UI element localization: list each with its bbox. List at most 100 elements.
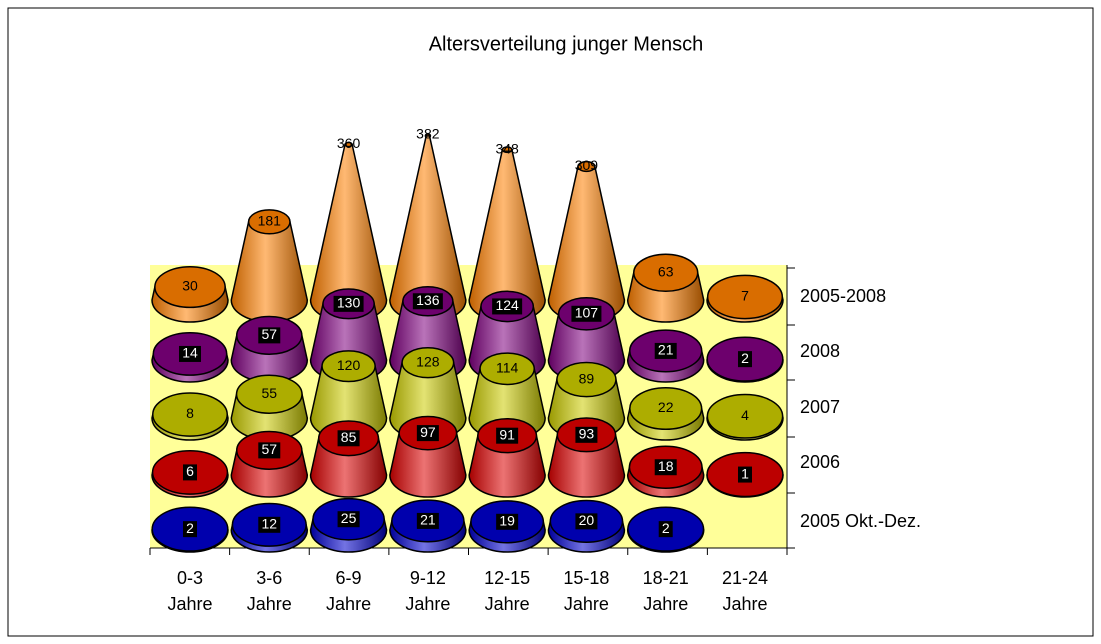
data-label-box xyxy=(412,293,443,310)
data-label: 360 xyxy=(337,135,361,151)
x-tick-label: 18-21 Jahre xyxy=(642,568,689,614)
data-label: 93 xyxy=(579,426,595,442)
data-label-box xyxy=(258,442,281,459)
cone-top xyxy=(501,146,513,154)
cone xyxy=(706,393,784,441)
data-label: 55 xyxy=(261,385,277,401)
data-label: 2 xyxy=(662,520,670,536)
data-label: 130 xyxy=(337,295,361,311)
data-label-box xyxy=(575,513,598,530)
data-label: 348 xyxy=(495,140,519,156)
cone-side xyxy=(309,437,388,498)
data-label: 6 xyxy=(186,463,194,479)
cone-top xyxy=(344,141,353,148)
data-label: 20 xyxy=(579,512,595,528)
data-label: 91 xyxy=(499,426,515,442)
data-label-box xyxy=(258,327,281,344)
cone xyxy=(151,392,229,441)
data-label: 14 xyxy=(182,345,198,361)
data-label-box xyxy=(738,351,752,368)
data-label: 2 xyxy=(741,350,749,366)
data-label-box xyxy=(183,464,197,481)
cone-top xyxy=(247,209,291,235)
legend-label: 2005 Okt.-Dez. xyxy=(800,511,921,531)
cone xyxy=(151,449,229,498)
data-label-box xyxy=(179,345,201,362)
data-label: 89 xyxy=(579,370,595,386)
cone-top xyxy=(401,347,455,379)
cone xyxy=(230,209,309,323)
data-label: 136 xyxy=(416,292,440,308)
data-label: 4 xyxy=(741,407,749,423)
cone xyxy=(626,445,705,498)
x-tick-label: 3-6 Jahre xyxy=(246,568,292,614)
cone xyxy=(389,415,467,498)
data-label: 114 xyxy=(496,359,519,375)
cone-side xyxy=(468,434,546,498)
x-tick-label: 21-24 Jahre xyxy=(721,568,769,614)
data-label: 25 xyxy=(341,510,357,526)
data-label: 120 xyxy=(337,357,361,373)
legend-label: 2006 xyxy=(800,452,840,472)
cone xyxy=(626,506,705,553)
data-label-box xyxy=(738,466,752,483)
data-label-box xyxy=(654,342,677,359)
data-label: 124 xyxy=(495,297,519,313)
x-tick-label: 9-12 Jahre xyxy=(405,568,451,614)
cone xyxy=(151,265,229,323)
x-tick-label: 12-15 Jahre xyxy=(484,568,531,614)
data-label: 128 xyxy=(416,353,440,369)
cone-side xyxy=(547,434,626,498)
data-label: 57 xyxy=(261,326,277,342)
data-label-box xyxy=(333,295,364,312)
cone xyxy=(626,253,705,323)
legend-label: 2005-2008 xyxy=(800,286,886,306)
data-label: 8 xyxy=(186,405,194,421)
cone-top xyxy=(321,350,376,383)
data-label-box xyxy=(571,305,602,322)
data-label: 21 xyxy=(420,512,436,528)
cone xyxy=(626,386,705,441)
data-label-box xyxy=(337,430,360,447)
data-label: 2 xyxy=(186,520,194,536)
data-label-box xyxy=(416,512,439,529)
cone-top xyxy=(577,160,596,173)
cone-side xyxy=(389,432,467,498)
data-label: 63 xyxy=(658,263,674,279)
data-label: 181 xyxy=(258,213,282,229)
data-label: 18 xyxy=(658,458,674,474)
cone xyxy=(230,374,309,441)
cone-top xyxy=(479,352,535,386)
cone-top xyxy=(556,361,617,398)
data-label-box xyxy=(492,298,523,315)
data-label-box xyxy=(496,427,519,444)
data-label: 57 xyxy=(261,441,277,457)
data-label-box xyxy=(337,511,360,528)
data-label: 97 xyxy=(420,424,436,440)
x-tick-label: 6-9 Jahre xyxy=(326,568,372,614)
data-label-box xyxy=(416,425,439,442)
cone-top xyxy=(706,274,784,320)
cone-top xyxy=(425,133,431,137)
data-label-box xyxy=(658,521,673,538)
x-tick-label: 15-18 Jahre xyxy=(563,568,610,614)
data-label: 107 xyxy=(575,304,599,320)
data-label-box xyxy=(183,521,197,538)
data-label: 382 xyxy=(416,126,440,142)
data-label: 21 xyxy=(658,342,674,358)
data-label-box xyxy=(496,513,519,530)
cone-top xyxy=(632,253,699,293)
data-label-box xyxy=(258,516,281,533)
data-label: 1 xyxy=(741,465,749,481)
data-label: 309 xyxy=(575,157,599,173)
cone-top xyxy=(152,392,228,437)
x-tick-label: 0-3 Jahre xyxy=(167,568,213,614)
data-label: 12 xyxy=(261,516,277,532)
data-label: 22 xyxy=(658,399,674,415)
data-label: 30 xyxy=(182,278,198,294)
cone-top xyxy=(629,386,703,431)
cone xyxy=(309,420,388,498)
cone-top xyxy=(235,374,303,414)
legend-label: 2007 xyxy=(800,397,840,417)
